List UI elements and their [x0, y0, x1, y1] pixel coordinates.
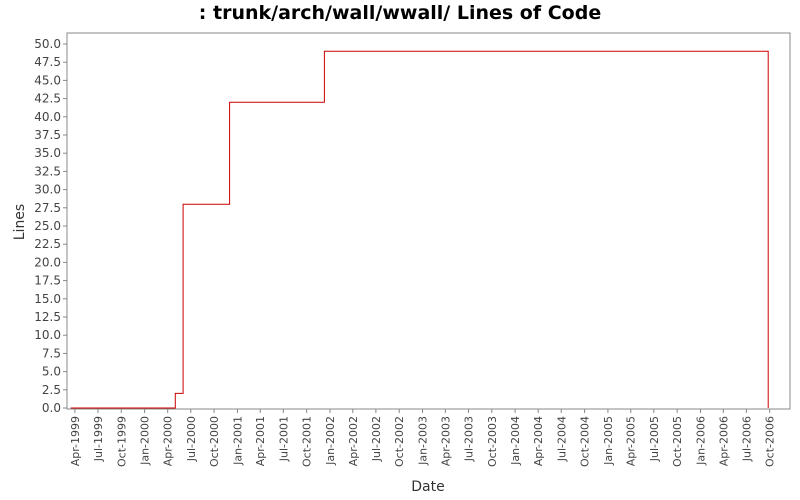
x-tick-label: Jul-2005 [648, 416, 661, 462]
x-tick-label: Apr-2001 [254, 416, 267, 466]
y-tick-label: 0.0 [42, 401, 61, 415]
x-tick-label: Oct-1999 [115, 416, 128, 467]
series-layer [70, 50, 769, 409]
y-tick-label: 50.0 [34, 37, 61, 51]
x-tick-label: Jul-1999 [92, 416, 105, 462]
x-tick-label: Jan-2006 [694, 416, 707, 466]
y-tick-label: 10.0 [34, 328, 61, 342]
y-tick-label: 12.5 [34, 310, 61, 324]
x-tick-label: Oct-2004 [579, 416, 592, 467]
x-tick-label: Oct-2000 [208, 416, 221, 467]
x-tick-label: Apr-2000 [162, 416, 175, 466]
x-tick-label: Apr-2005 [625, 416, 638, 466]
y-tick-label: 17.5 [34, 274, 61, 288]
y-tick-label: 40.0 [34, 110, 61, 124]
x-tick-label: Jul-2002 [370, 416, 383, 462]
y-tick-label: 32.5 [34, 164, 61, 178]
x-tick-label: Apr-2002 [347, 416, 360, 466]
x-axis-label: Date [411, 479, 444, 495]
chart-title: : trunk/arch/wall/wwall/ Lines of Code [198, 2, 602, 24]
y-tick-label: 2.5 [42, 383, 61, 397]
x-tick-label: Oct-2001 [301, 416, 314, 467]
x-tick-label: Oct-2006 [764, 416, 777, 467]
plot-area [66, 32, 791, 410]
x-tick-label: Apr-2006 [717, 416, 730, 466]
x-tick-label: Jul-2001 [277, 416, 290, 462]
x-tick-label: Jul-2006 [740, 416, 753, 462]
x-tick-label: Jan-2003 [417, 416, 430, 466]
y-tick-label: 22.5 [34, 237, 61, 251]
y-tick-label: 42.5 [34, 92, 61, 106]
y-tick-label: 35.0 [34, 146, 61, 160]
y-tick-label: 25.0 [34, 219, 61, 233]
y-tick-label: 45.0 [34, 73, 61, 87]
x-tick-label: Apr-2004 [532, 416, 545, 466]
y-tick-label: 5.0 [42, 365, 61, 379]
y-tick-label: 37.5 [34, 128, 61, 142]
x-axis: Apr-1999 Jul-1999 Oct-1999 Jan-2000 Apr-2000… [69, 409, 777, 467]
y-tick-label: 30.0 [34, 183, 61, 197]
y-axis-label: Lines [12, 204, 28, 240]
y-tick-label: 47.5 [34, 55, 61, 69]
x-tick-label: Apr-1999 [69, 416, 82, 466]
x-tick-label: Jan-2004 [509, 416, 522, 466]
x-tick-label: Oct-2005 [671, 416, 684, 467]
x-tick-label: Jul-2003 [462, 416, 475, 462]
y-tick-label: 27.5 [34, 201, 61, 215]
x-tick-label: Jul-2000 [185, 416, 198, 462]
y-axis: 0.0 2.5 5.0 7.5 10.0 12.5 15.0 17.5 20.0 22.5 25.0… [34, 37, 67, 415]
x-tick-label: Jan-2002 [324, 416, 337, 466]
x-tick-label: Jan-2000 [139, 416, 152, 466]
x-tick-label: Jul-2004 [555, 416, 568, 462]
x-tick-label: Apr-2003 [439, 416, 452, 466]
series-line [70, 50, 769, 409]
y-tick-label: 15.0 [34, 292, 61, 306]
x-tick-label: Jan-2001 [231, 416, 244, 466]
y-tick-label: 7.5 [42, 346, 61, 360]
x-tick-label: Oct-2003 [486, 416, 499, 467]
x-tick-label: Oct-2002 [393, 416, 406, 467]
x-tick-label: Jan-2005 [602, 416, 615, 466]
y-tick-label: 20.0 [34, 255, 61, 269]
